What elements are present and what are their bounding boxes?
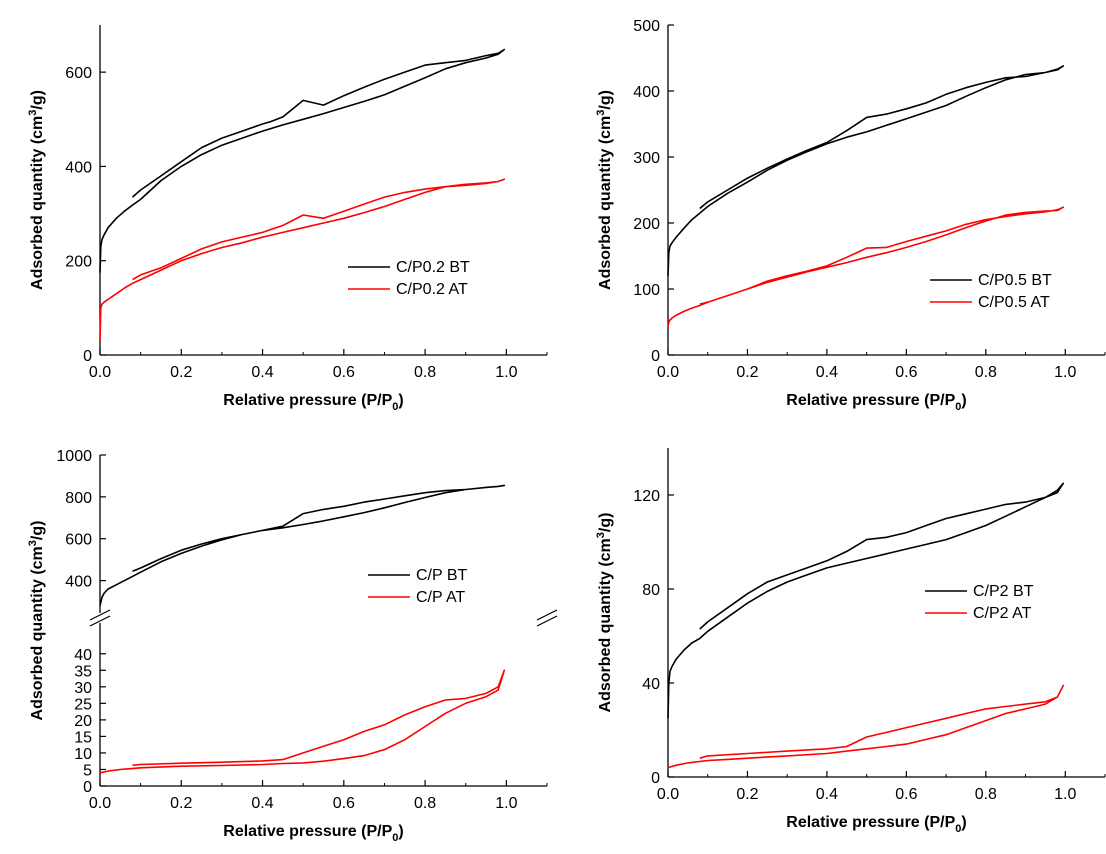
chart-panel-1: 0.0 0.2 0.4 0.6 0.8 1.0 0 200 400 600 Relative pre… <box>27 25 548 413</box>
legend-label: C/P AT <box>416 589 465 606</box>
series-line-at <box>667 684 1065 769</box>
x-tick-label: 0.6 <box>895 364 917 381</box>
x-tick-label: 0.6 <box>333 364 355 381</box>
x-tick-label: 0.6 <box>895 786 917 803</box>
y-tick-label: 20 <box>74 713 92 730</box>
series-line-at <box>99 669 506 774</box>
y-tick-label: 80 <box>642 582 660 599</box>
y-tick-label: 120 <box>633 488 660 505</box>
y-tick-label: 300 <box>633 150 660 167</box>
x-tick-label: 0.0 <box>89 795 111 812</box>
series-line-at <box>99 178 506 341</box>
x-tick-label: 0.2 <box>170 795 192 812</box>
x-axis-label: Relative pressure (P/P0) <box>786 814 966 835</box>
y-tick-label: 400 <box>633 84 660 101</box>
x-tick-label: 1.0 <box>495 364 517 381</box>
y-tick-label: 15 <box>74 729 92 746</box>
axis-break-mark <box>536 609 558 621</box>
legend-label: C/P0.2 AT <box>396 281 468 298</box>
x-tick-label: 0.8 <box>975 364 997 381</box>
y-tick-label: 800 <box>65 490 92 507</box>
y-axis-label: Adsorbed quantity (cm3/g) <box>595 90 614 290</box>
y-tick-label: 400 <box>65 159 92 176</box>
series-line-at <box>667 206 1065 328</box>
chart-panel-4: 0.0 0.2 0.4 0.6 0.8 1.0 0 40 80 120 Relative press… <box>595 448 1106 835</box>
y-axis-label: Adsorbed quantity (cm3/g) <box>595 513 614 713</box>
y-tick-label: 30 <box>74 680 92 697</box>
x-tick-label: 1.0 <box>1054 364 1076 381</box>
x-tick-label: 0.6 <box>333 795 355 812</box>
x-tick-label: 0.8 <box>975 786 997 803</box>
series-line-bt <box>99 484 506 606</box>
y-axis-label: Adsorbed quantity (cm3/g) <box>27 521 46 721</box>
legend-label: C/P BT <box>416 567 468 584</box>
y-tick-label: 40 <box>642 676 660 693</box>
x-tick-label: 1.0 <box>495 795 517 812</box>
x-tick-label: 0.0 <box>657 786 679 803</box>
x-tick-label: 1.0 <box>1054 786 1076 803</box>
axis-break-mark <box>536 615 558 627</box>
y-tick-label: 0 <box>83 779 92 796</box>
axis-break-mark <box>89 615 111 627</box>
legend-label: C/P2 BT <box>973 583 1034 600</box>
x-tick-label: 0.4 <box>816 364 838 381</box>
x-tick-label: 0.4 <box>816 786 838 803</box>
chart-panel-3: 0.0 0.2 0.4 0.6 0.8 1.0 400 600 800 1000 051015202… <box>27 448 559 844</box>
legend-label: C/P0.2 BT <box>396 259 470 276</box>
y-tick-label: 400 <box>65 574 92 591</box>
x-tick-label: 0.4 <box>251 795 273 812</box>
y-tick-label: 25 <box>74 696 92 713</box>
y-tick-label: 100 <box>633 282 660 299</box>
series-line-bt <box>99 48 506 273</box>
x-tick-label: 0.8 <box>414 364 436 381</box>
x-tick-label: 0.0 <box>657 364 679 381</box>
y-tick-label: 35 <box>74 663 92 680</box>
y-tick-label: 600 <box>65 532 92 549</box>
x-tick-label: 0.0 <box>89 364 111 381</box>
y-tick-label: 1000 <box>56 448 92 465</box>
x-axis-label: Relative pressure (P/P0) <box>223 823 403 844</box>
y-axis-label: Adsorbed quantity (cm3/g) <box>27 90 46 290</box>
x-tick-label: 0.8 <box>414 795 436 812</box>
x-tick-label: 0.2 <box>736 786 758 803</box>
x-tick-label: 0.4 <box>251 364 273 381</box>
series-line-bt <box>667 65 1065 276</box>
y-tick-label: 500 <box>633 18 660 35</box>
y-tick-label: 0 <box>83 348 92 365</box>
x-axis-label: Relative pressure (P/P0) <box>786 392 966 413</box>
y-tick-label: 0 <box>651 348 660 365</box>
x-axis-label: Relative pressure (P/P0) <box>223 392 403 413</box>
y-tick-label: 200 <box>633 216 660 233</box>
y-tick-label: 0 <box>651 770 660 787</box>
axis-break-mark <box>89 609 111 621</box>
legend-label: C/P2 AT <box>973 605 1032 622</box>
chart-panel-2: 0.0 0.2 0.4 0.6 0.8 1.0 0 100 200 300 400 500 Relati… <box>595 18 1106 413</box>
y-tick-label: 10 <box>74 746 92 763</box>
y-tick-label: 40 <box>74 647 92 664</box>
legend-label: C/P0.5 AT <box>978 294 1050 311</box>
y-tick-label: 5 <box>83 762 92 779</box>
y-tick-label: 200 <box>65 254 92 271</box>
legend-label: C/P0.5 BT <box>978 272 1052 289</box>
x-tick-label: 0.2 <box>170 364 192 381</box>
y-tick-label: 600 <box>65 65 92 82</box>
series-line-bt <box>667 482 1065 719</box>
x-tick-label: 0.2 <box>736 364 758 381</box>
axis-break-gap <box>535 613 559 623</box>
axis-break-gap <box>88 613 112 623</box>
